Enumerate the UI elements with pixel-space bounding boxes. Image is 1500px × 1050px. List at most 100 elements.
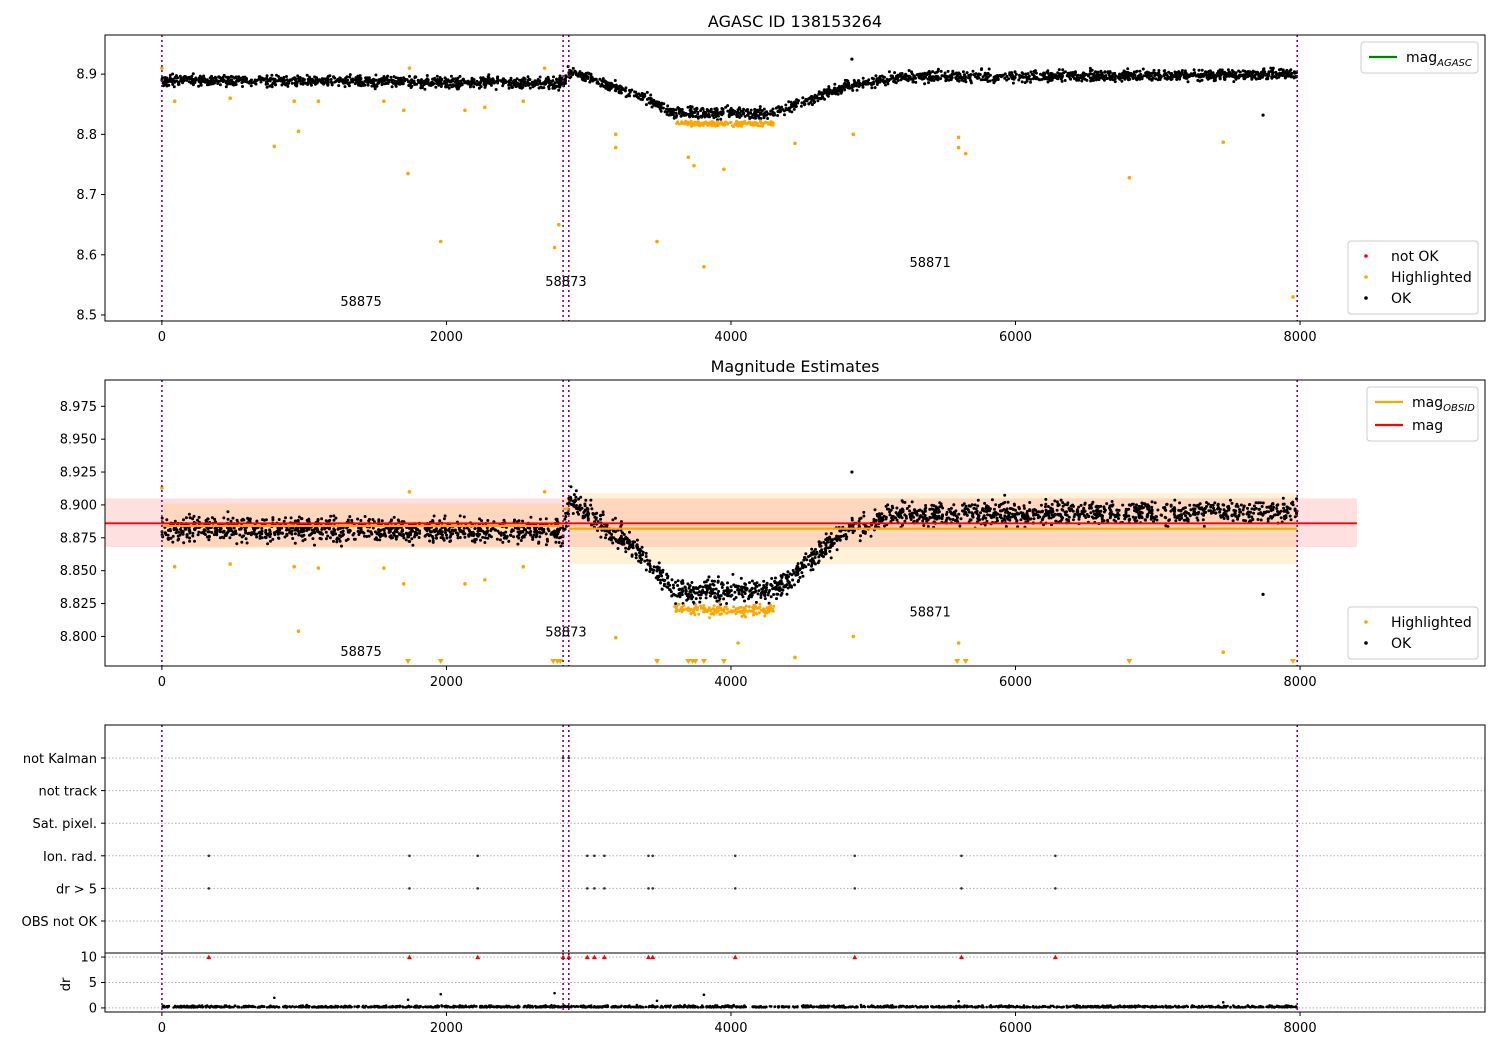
ok-point: [619, 85, 623, 89]
ok-point: [971, 69, 975, 73]
ok-point: [1053, 499, 1057, 503]
ok-point: [1256, 501, 1260, 505]
ok-point: [1242, 518, 1246, 522]
ok-point: [372, 77, 375, 81]
ok-point: [1086, 74, 1090, 78]
ok-point: [1044, 508, 1048, 512]
ok-point: [980, 67, 984, 71]
ok-point: [963, 507, 967, 511]
ok-point: [1115, 508, 1119, 512]
ok-point: [826, 546, 830, 550]
ok-point: [551, 83, 555, 87]
ok-point: [453, 528, 457, 532]
ok-point: [807, 102, 811, 106]
ok-point: [951, 518, 955, 521]
ok-point: [260, 526, 264, 530]
ok-point: [434, 534, 438, 537]
ok-point: [537, 81, 541, 85]
ok-point: [163, 80, 167, 84]
ok-point: [594, 77, 598, 81]
ok-point: [1019, 518, 1023, 522]
ok-point: [1065, 503, 1069, 507]
ok-point: [748, 117, 752, 120]
highlighted-point: [407, 66, 412, 70]
ok-point: [473, 540, 477, 544]
ok-point: [538, 517, 542, 521]
ok-point: [613, 537, 617, 541]
ok-point: [866, 82, 870, 86]
ok-point: [778, 110, 782, 114]
ok-point: [659, 105, 663, 109]
ok-point: [584, 498, 588, 502]
ok-point: [1114, 514, 1118, 518]
ok-point: [663, 110, 667, 114]
ok-point: [1084, 516, 1088, 519]
ok-point: [390, 85, 394, 89]
ok-point: [283, 535, 287, 539]
legend-label: not OK: [1391, 249, 1439, 265]
ok-point: [739, 109, 743, 113]
ok-point: [1278, 72, 1282, 76]
ok-point: [1004, 525, 1008, 528]
ok-point: [199, 83, 203, 87]
ok-point: [847, 529, 851, 533]
ok-point: [702, 110, 706, 114]
ok-point: [655, 569, 659, 573]
ok-point: [1037, 510, 1041, 514]
ok-point: [705, 590, 709, 594]
ok-point: [504, 530, 508, 534]
ok-point: [218, 83, 222, 87]
ok-point: [992, 507, 996, 511]
ok-point: [241, 76, 245, 80]
ok-point: [1149, 74, 1153, 78]
ok-point: [607, 81, 611, 85]
ok-point: [326, 78, 330, 82]
points-legend: [1347, 240, 1479, 315]
ok-point: [619, 534, 623, 538]
ok-point: [238, 76, 242, 80]
ok-point: [1106, 70, 1110, 74]
ok-point: [873, 508, 877, 512]
ok-point: [479, 538, 482, 542]
ok-point: [1156, 508, 1160, 512]
ok-point: [431, 519, 435, 522]
ok-point: [374, 73, 378, 77]
ok-point: [484, 77, 488, 81]
highlighted-point: [655, 239, 659, 244]
ok-point: [1281, 496, 1285, 500]
highlighted-point: [292, 99, 297, 104]
ok-point: [469, 80, 473, 84]
ok-point: [1232, 70, 1235, 74]
ok-point: [706, 109, 710, 113]
ok-point: [1183, 69, 1187, 73]
ok-point: [844, 533, 848, 536]
ok-point: [888, 513, 892, 517]
highlighted-point: [758, 124, 762, 128]
ok-point: [313, 75, 317, 79]
highlighted-point: [702, 121, 706, 125]
ok-point: [744, 586, 748, 590]
ok-point: [601, 77, 605, 81]
ok-point: [698, 600, 702, 604]
ok-point: [1039, 503, 1043, 507]
ok-point: [1204, 71, 1208, 75]
ok-point: [221, 75, 225, 79]
ok-point: [211, 81, 215, 85]
ok-point: [894, 511, 898, 515]
x-tick-label: 4000: [714, 330, 747, 345]
ok-point: [191, 72, 195, 76]
ok-point: [827, 91, 831, 95]
ok-point: [475, 82, 479, 86]
ok-point: [804, 552, 808, 556]
ok-point: [335, 78, 339, 82]
ok-point: [999, 513, 1003, 517]
ok-point: [1275, 507, 1279, 510]
ok-point: [1182, 506, 1186, 510]
ok-point: [734, 584, 738, 588]
ok-point: [784, 103, 788, 107]
ok-point: [577, 73, 581, 77]
ok-point: [356, 529, 360, 533]
ok-point: [976, 76, 980, 80]
ok-point: [1077, 78, 1081, 82]
ok-point: [717, 112, 721, 115]
